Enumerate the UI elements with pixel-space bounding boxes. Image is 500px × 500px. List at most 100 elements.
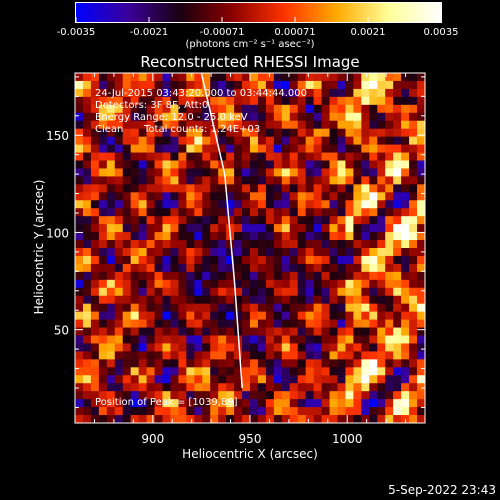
heatmap-cell — [250, 144, 259, 153]
heatmap-cell — [122, 73, 132, 82]
heatmap-cell — [178, 415, 187, 424]
heatmap-cell — [138, 295, 147, 305]
heatmap-cell — [82, 359, 92, 368]
heatmap-cell — [281, 375, 291, 384]
heatmap-cell — [226, 303, 235, 313]
heatmap-cell — [321, 351, 330, 360]
heatmap-cell — [178, 160, 187, 169]
heatmap-cell — [281, 192, 291, 201]
heatmap-cell — [305, 120, 315, 130]
heatmap-cell — [361, 192, 370, 201]
heatmap-cell — [385, 248, 394, 257]
heatmap-cell — [210, 128, 219, 138]
heatmap-cell — [289, 73, 299, 82]
heatmap-cell — [242, 168, 251, 177]
heatmap-cell — [385, 343, 394, 352]
heatmap-cell — [114, 200, 124, 209]
heatmap-cell — [162, 73, 171, 82]
heatmap-cell — [353, 88, 362, 98]
heatmap-cell — [313, 279, 322, 289]
heatmap-cell — [218, 295, 227, 305]
heatmap-cell — [106, 335, 116, 344]
heatmap-cell — [409, 73, 418, 82]
heatmap-cell — [146, 383, 155, 392]
heatmap-cell — [170, 136, 179, 145]
heatmap-cell — [186, 192, 195, 201]
heatmap-cell — [289, 128, 299, 138]
heatmap-cell — [170, 152, 179, 161]
heatmap-cell — [401, 120, 410, 130]
heatmap-cell — [250, 391, 259, 400]
heatmap-cell — [377, 104, 386, 114]
heatmap-cell — [210, 279, 219, 289]
heatmap-cell — [337, 311, 346, 320]
heatmap-cell — [305, 415, 315, 424]
heatmap-cell — [122, 168, 132, 177]
heatmap-cell — [90, 327, 100, 336]
heatmap-cell — [114, 335, 124, 344]
heatmap-cell — [297, 263, 307, 273]
heatmap-cell — [337, 255, 346, 265]
heatmap-cell — [186, 375, 195, 384]
heatmap-cell — [377, 399, 386, 408]
heatmap-cell — [82, 375, 92, 384]
heatmap-cell — [345, 240, 354, 249]
heatmap-cell — [146, 192, 155, 201]
heatmap-cell — [138, 240, 147, 249]
heatmap-cell — [234, 399, 243, 408]
heatmap-cell — [218, 319, 227, 328]
heatmap-cell — [361, 295, 370, 305]
heatmap-cell — [265, 168, 275, 177]
heatmap-cell — [210, 255, 219, 265]
heatmap-cell — [337, 112, 346, 122]
heatmap-cell — [202, 399, 211, 408]
heatmap-cell — [409, 399, 418, 408]
heatmap-cell — [234, 128, 243, 138]
heatmap-cell — [369, 136, 378, 145]
heatmap-cell — [226, 176, 235, 185]
heatmap-cell — [114, 216, 124, 225]
heatmap-cell — [242, 287, 251, 297]
heatmap-cell — [281, 255, 291, 265]
heatmap-cell — [353, 73, 362, 82]
heatmap-cell — [393, 391, 402, 400]
heatmap-cell — [289, 104, 299, 114]
heatmap-cell — [401, 160, 410, 169]
heatmap-cell — [385, 407, 394, 416]
heatmap-cell — [281, 343, 291, 352]
heatmap-cell — [146, 176, 155, 185]
heatmap-cell — [417, 375, 426, 384]
heatmap-cell — [329, 255, 338, 265]
heatmap-cell — [297, 168, 307, 177]
heatmap-cell — [393, 208, 402, 217]
heatmap-cell — [289, 176, 299, 185]
heatmap-cell — [122, 248, 132, 257]
heatmap-cell — [234, 367, 243, 376]
heatmap-cell — [170, 216, 179, 225]
heatmap-cell — [178, 112, 187, 122]
heatmap-cell — [154, 271, 163, 281]
heatmap-cell — [210, 335, 219, 344]
heatmap-cell — [369, 287, 378, 297]
heatmap-cell — [98, 80, 108, 90]
heatmap-cell — [250, 232, 259, 241]
heatmap-cell — [361, 128, 370, 138]
heatmap-cell — [377, 73, 386, 82]
heatmap-cell — [130, 88, 140, 98]
heatmap-cell — [313, 232, 322, 241]
heatmap-cell — [297, 407, 307, 416]
heatmap-cell — [273, 208, 283, 217]
heatmap-cell — [377, 271, 386, 281]
heatmap-cell — [417, 96, 426, 106]
heatmap-cell — [297, 240, 307, 249]
heatmap-cell — [178, 208, 187, 217]
heatmap-cell — [353, 295, 362, 305]
heatmap-cell — [242, 407, 251, 416]
heatmap-cell — [257, 359, 267, 368]
heatmap-cell — [321, 208, 330, 217]
heatmap-cell — [401, 391, 410, 400]
heatmap-cell — [106, 96, 116, 106]
heatmap-cell — [162, 415, 171, 424]
heatmap-cell — [353, 80, 362, 90]
heatmap-cell — [178, 359, 187, 368]
